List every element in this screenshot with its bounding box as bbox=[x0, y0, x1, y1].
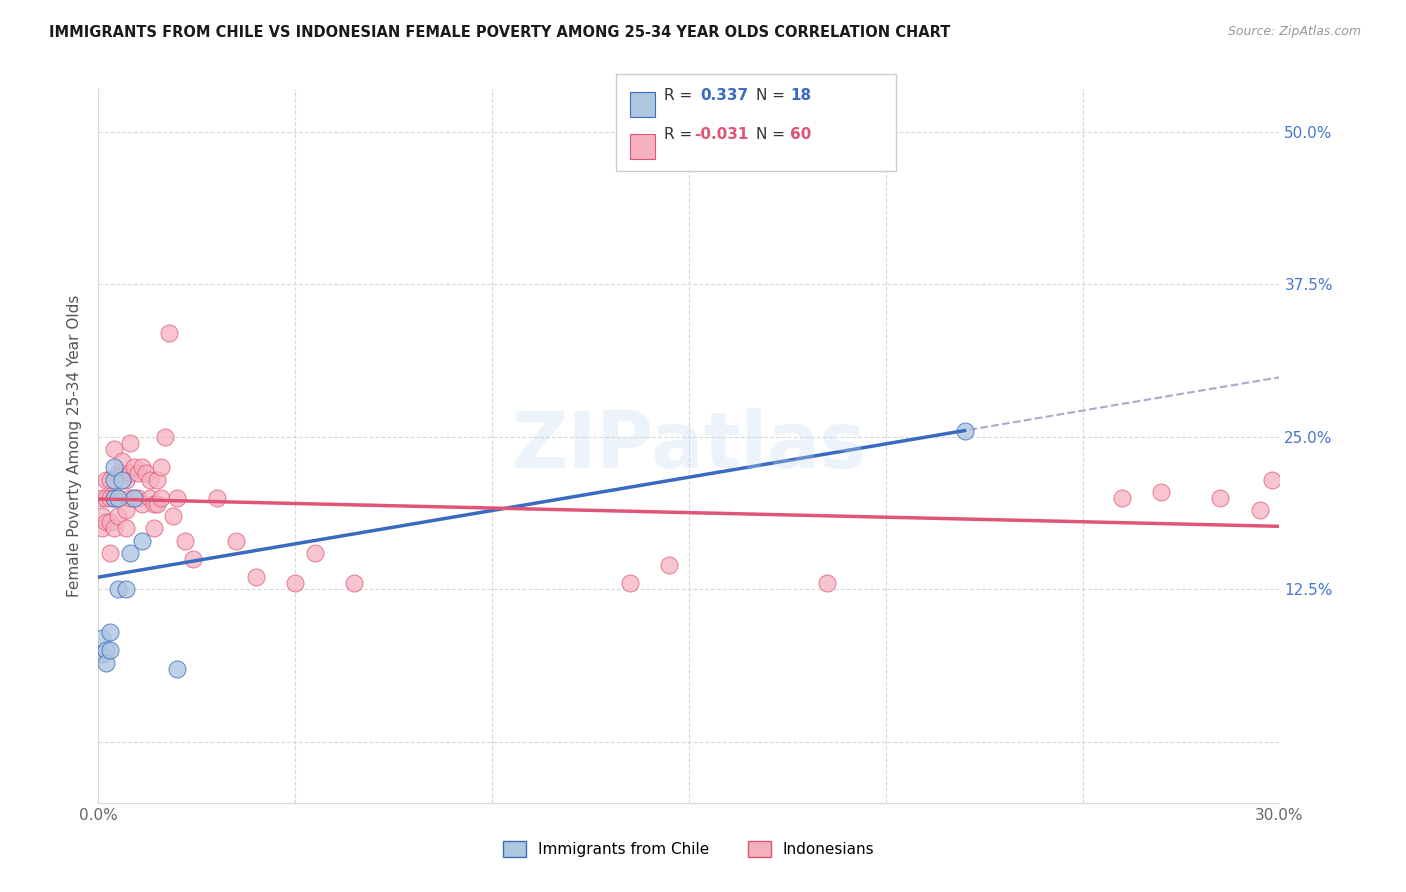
Point bbox=[658, 558, 681, 572]
Point bbox=[343, 576, 366, 591]
Text: Source: ZipAtlas.com: Source: ZipAtlas.com bbox=[1227, 25, 1361, 38]
Point bbox=[122, 460, 145, 475]
Point bbox=[150, 460, 173, 475]
Point bbox=[953, 424, 976, 438]
Point bbox=[122, 491, 145, 505]
Point bbox=[131, 533, 153, 548]
Point bbox=[118, 546, 141, 560]
Point bbox=[135, 467, 157, 481]
Point bbox=[111, 467, 134, 481]
Text: 0.337: 0.337 bbox=[700, 88, 748, 103]
Point bbox=[107, 491, 129, 505]
Point bbox=[815, 576, 838, 591]
Text: R =: R = bbox=[664, 88, 697, 103]
Point bbox=[96, 656, 118, 670]
Point bbox=[91, 631, 114, 645]
Point bbox=[107, 509, 129, 524]
Point bbox=[619, 576, 641, 591]
Point bbox=[131, 460, 153, 475]
Point bbox=[103, 460, 125, 475]
Point bbox=[96, 491, 118, 505]
Text: 60: 60 bbox=[790, 127, 811, 142]
Point bbox=[138, 491, 160, 505]
Point bbox=[118, 467, 141, 481]
Point bbox=[103, 473, 125, 487]
Point bbox=[181, 551, 204, 566]
Point bbox=[111, 473, 134, 487]
Point bbox=[166, 491, 188, 505]
Point bbox=[118, 491, 141, 505]
Point bbox=[304, 546, 326, 560]
Text: ZIPatlas: ZIPatlas bbox=[512, 408, 866, 484]
Point bbox=[115, 521, 138, 535]
Y-axis label: Female Poverty Among 25-34 Year Olds: Female Poverty Among 25-34 Year Olds bbox=[67, 295, 83, 597]
Point bbox=[115, 473, 138, 487]
Point bbox=[284, 576, 307, 591]
Point bbox=[127, 467, 149, 481]
Text: N =: N = bbox=[756, 127, 790, 142]
Point bbox=[118, 436, 141, 450]
Point bbox=[111, 454, 134, 468]
Point bbox=[107, 491, 129, 505]
Point bbox=[103, 491, 125, 505]
Text: 18: 18 bbox=[790, 88, 811, 103]
Text: -0.031: -0.031 bbox=[695, 127, 749, 142]
Point bbox=[98, 473, 121, 487]
Point bbox=[142, 497, 165, 511]
Point bbox=[1150, 484, 1173, 499]
Point bbox=[1111, 491, 1133, 505]
Point bbox=[205, 491, 228, 505]
Point bbox=[107, 582, 129, 597]
Point bbox=[91, 491, 114, 505]
Point bbox=[107, 467, 129, 481]
Point bbox=[225, 533, 247, 548]
Point bbox=[174, 533, 197, 548]
Point bbox=[96, 515, 118, 529]
Point bbox=[91, 647, 114, 661]
Point bbox=[127, 491, 149, 505]
Point bbox=[103, 442, 125, 456]
Point bbox=[91, 521, 114, 535]
Point bbox=[1260, 473, 1282, 487]
Point bbox=[138, 473, 160, 487]
Point bbox=[162, 509, 184, 524]
Point bbox=[98, 491, 121, 505]
Point bbox=[91, 509, 114, 524]
Point bbox=[96, 643, 118, 657]
Text: IMMIGRANTS FROM CHILE VS INDONESIAN FEMALE POVERTY AMONG 25-34 YEAR OLDS CORRELA: IMMIGRANTS FROM CHILE VS INDONESIAN FEMA… bbox=[49, 25, 950, 40]
Point bbox=[98, 643, 121, 657]
Point bbox=[157, 326, 180, 341]
Point bbox=[111, 473, 134, 487]
Text: R =: R = bbox=[664, 127, 697, 142]
Point bbox=[245, 570, 267, 584]
Point bbox=[103, 491, 125, 505]
Point bbox=[98, 546, 121, 560]
Point bbox=[1209, 491, 1232, 505]
Point bbox=[98, 515, 121, 529]
Point bbox=[150, 491, 173, 505]
Point bbox=[166, 662, 188, 676]
Point bbox=[155, 430, 177, 444]
Point bbox=[131, 497, 153, 511]
Point bbox=[146, 497, 169, 511]
Point bbox=[122, 491, 145, 505]
Point bbox=[115, 503, 138, 517]
Legend: Immigrants from Chile, Indonesians: Immigrants from Chile, Indonesians bbox=[498, 835, 880, 863]
Point bbox=[96, 473, 118, 487]
Point bbox=[115, 582, 138, 597]
Text: N =: N = bbox=[756, 88, 790, 103]
Point bbox=[142, 521, 165, 535]
Point bbox=[103, 521, 125, 535]
Point bbox=[98, 625, 121, 640]
Point bbox=[1249, 503, 1271, 517]
Point bbox=[146, 473, 169, 487]
